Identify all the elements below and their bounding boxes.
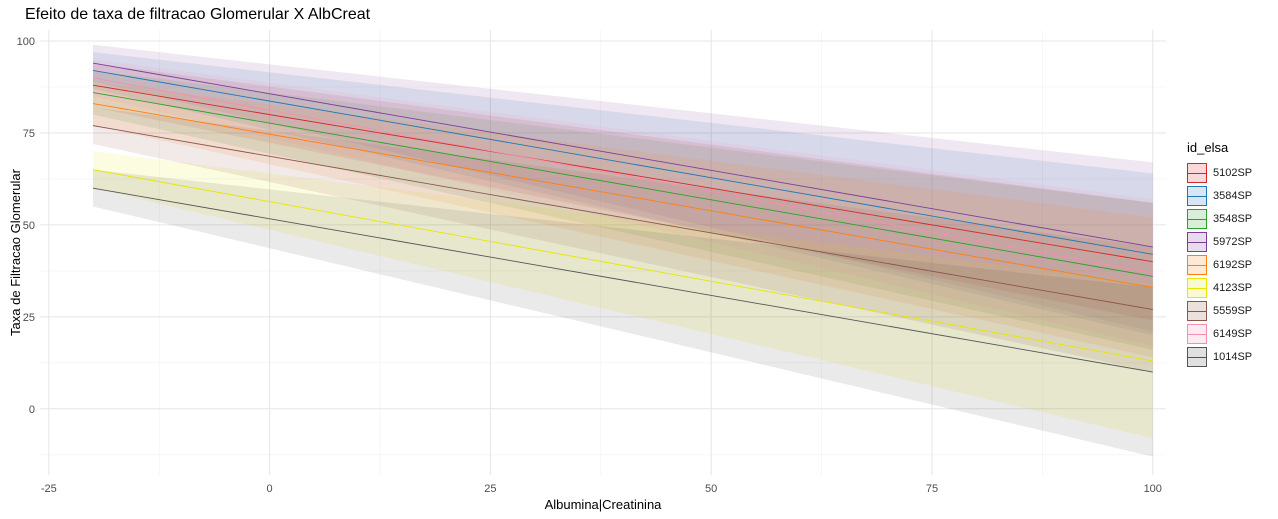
y-tick-label: 0: [29, 404, 35, 416]
ribbon-4123sp: [92, 151, 1153, 439]
x-tick-label: 25: [484, 483, 496, 495]
legend-key-5559sp: [1187, 300, 1207, 321]
legend-label-5972sp: 5972SP: [1213, 235, 1253, 248]
legend-item-1014sp: 1014SP: [1187, 345, 1252, 368]
legend-label-6149sp: 6149SP: [1213, 327, 1253, 340]
legend-key-4123sp: [1187, 277, 1207, 298]
line-5559sp: [92, 125, 1153, 310]
x-tick-label: 50: [705, 483, 717, 495]
legend-item-3548sp: 3548SP: [1187, 207, 1252, 230]
legend-key-6192sp: [1187, 254, 1207, 275]
legend-item-5972sp: 5972SP: [1187, 230, 1252, 253]
ribbon-1014sp: [92, 169, 1153, 457]
y-tick-labels: 0 25 50 75 100: [17, 36, 35, 416]
legend-key-3584sp: [1187, 185, 1207, 206]
x-tick-label: 100: [1144, 483, 1162, 495]
line-6192sp: [92, 103, 1153, 288]
legend: id_elsa 5102SP 3584SP 3548SP 5972SP 6192SP 41…: [1187, 140, 1252, 368]
chart-title: Efeito de taxa de filtracao Glomerular X…: [25, 6, 371, 23]
y-tick-label: 25: [23, 312, 35, 324]
legend-label-5102sp: 5102SP: [1213, 166, 1253, 179]
y-tick-label: 100: [17, 36, 35, 48]
ribbon-5102sp: [92, 63, 1153, 321]
legend-key-5972sp: [1187, 231, 1207, 252]
legend-label-3584sp: 3584SP: [1213, 189, 1253, 202]
x-axis-label: Albumina|Creatinina: [545, 497, 663, 512]
legend-item-6192sp: 6192SP: [1187, 253, 1252, 276]
ribbon-3584sp: [92, 52, 1153, 336]
line-5972sp: [92, 62, 1153, 248]
legend-item-3584sp: 3584SP: [1187, 184, 1252, 207]
legend-key-1014sp: [1187, 346, 1207, 367]
ribbon-6149sp: [92, 59, 1153, 347]
ribbon-6192sp: [92, 81, 1153, 358]
legend-items: 5102SP 3584SP 3548SP 5972SP 6192SP 4123SP 5559…: [1187, 161, 1252, 368]
line-6149sp: [92, 77, 1153, 274]
major-gridlines: [40, 30, 1166, 475]
legend-label-3548sp: 3548SP: [1213, 212, 1253, 225]
line-3548sp: [92, 92, 1153, 277]
legend-label-4123sp: 4123SP: [1213, 281, 1253, 294]
confidence-ribbons: [92, 44, 1153, 457]
legend-item-6149sp: 6149SP: [1187, 322, 1252, 345]
y-axis-label: Taxa de Filtracao Glomerular: [8, 168, 23, 336]
legend-label-6192sp: 6192SP: [1213, 258, 1253, 271]
line-3584sp: [92, 70, 1153, 255]
legend-key-6149sp: [1187, 323, 1207, 344]
y-tick-label: 75: [23, 128, 35, 140]
ribbon-3548sp: [92, 70, 1153, 350]
line-5102sp: [92, 84, 1153, 263]
legend-title: id_elsa: [1187, 140, 1229, 155]
legend-item-4123sp: 4123SP: [1187, 276, 1252, 299]
minor-gridlines: [40, 30, 1166, 475]
x-tick-labels: -25 0 25 50 75 100: [41, 483, 1162, 495]
x-tick-label: 75: [926, 483, 938, 495]
ribbon-5559sp: [92, 107, 1153, 373]
line-4123sp: [92, 169, 1153, 362]
x-tick-label: 0: [267, 483, 273, 495]
legend-item-5102sp: 5102SP: [1187, 161, 1252, 184]
y-tick-label: 50: [23, 220, 35, 232]
series-lines: [92, 62, 1153, 373]
legend-key-3548sp: [1187, 208, 1207, 229]
legend-key-5102sp: [1187, 162, 1207, 183]
legend-label-5559sp: 5559SP: [1213, 304, 1253, 317]
legend-item-5559sp: 5559SP: [1187, 299, 1252, 322]
line-1014sp: [92, 187, 1153, 373]
plot-area: -25 0 25 50 75 100 0 25 50 75 100 Albumina|Creati…: [8, 30, 1166, 512]
legend-label-1014sp: 1014SP: [1213, 350, 1253, 363]
x-tick-label: -25: [41, 483, 57, 495]
